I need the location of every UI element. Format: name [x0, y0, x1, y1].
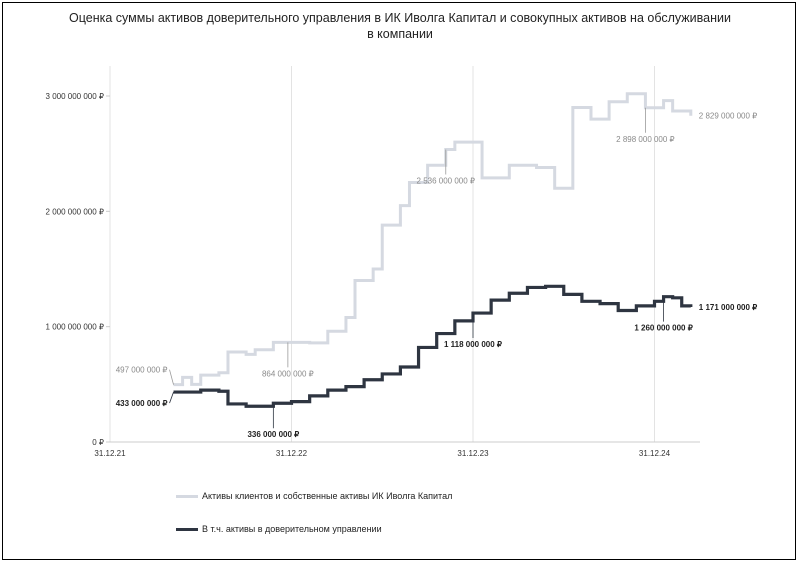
x-tick-label: 31.12.22 [276, 449, 308, 458]
chart-title: Оценка суммы активов доверительного упра… [0, 10, 800, 42]
x-tick-label: 31.12.24 [639, 449, 671, 458]
legend-label-total-assets: Активы клиентов и собственные активы ИК … [202, 491, 453, 501]
series-line-trust-assets [173, 284, 693, 408]
x-tick-label: 31.12.23 [457, 449, 489, 458]
annotation-leader-line [169, 369, 174, 385]
data-label: 1 171 000 000 ₽ [699, 303, 757, 312]
data-label: 497 000 000 ₽ [116, 366, 168, 375]
y-tick-label: 0 ₽ [92, 438, 104, 447]
data-label: 864 000 000 ₽ [262, 369, 314, 378]
legend-item-trust-assets: В т.ч. активы в доверительном управлении [176, 524, 382, 534]
y-tick-label: 1 000 000 000 ₽ [46, 323, 104, 332]
data-label: 2 536 000 000 ₽ [417, 177, 475, 186]
annotation-leader-line [169, 391, 174, 404]
data-label: 433 000 000 ₽ [116, 399, 168, 408]
series-line-total-assets [173, 92, 693, 387]
y-tick-label: 2 000 000 000 ₽ [46, 207, 104, 216]
data-label: 2 898 000 000 ₽ [616, 135, 674, 144]
data-label: 1 260 000 000 ₽ [634, 324, 692, 333]
data-label: 2 829 000 000 ₽ [699, 112, 757, 121]
chart-title-line-2: в компании [367, 27, 433, 41]
data-label: 336 000 000 ₽ [247, 430, 299, 439]
data-label: 1 118 000 000 ₽ [444, 340, 502, 349]
legend-label-trust-assets: В т.ч. активы в доверительном управлении [202, 524, 382, 534]
y-tick-label: 3 000 000 000 ₽ [46, 92, 104, 101]
legend-swatch-total-assets [176, 494, 198, 498]
legend-item-total-assets: Активы клиентов и собственные активы ИК … [176, 491, 452, 501]
legend-swatch-trust-assets [176, 527, 198, 531]
x-tick-label: 31.12.21 [94, 449, 126, 458]
chart-title-line-1: Оценка суммы активов доверительного упра… [69, 11, 731, 25]
